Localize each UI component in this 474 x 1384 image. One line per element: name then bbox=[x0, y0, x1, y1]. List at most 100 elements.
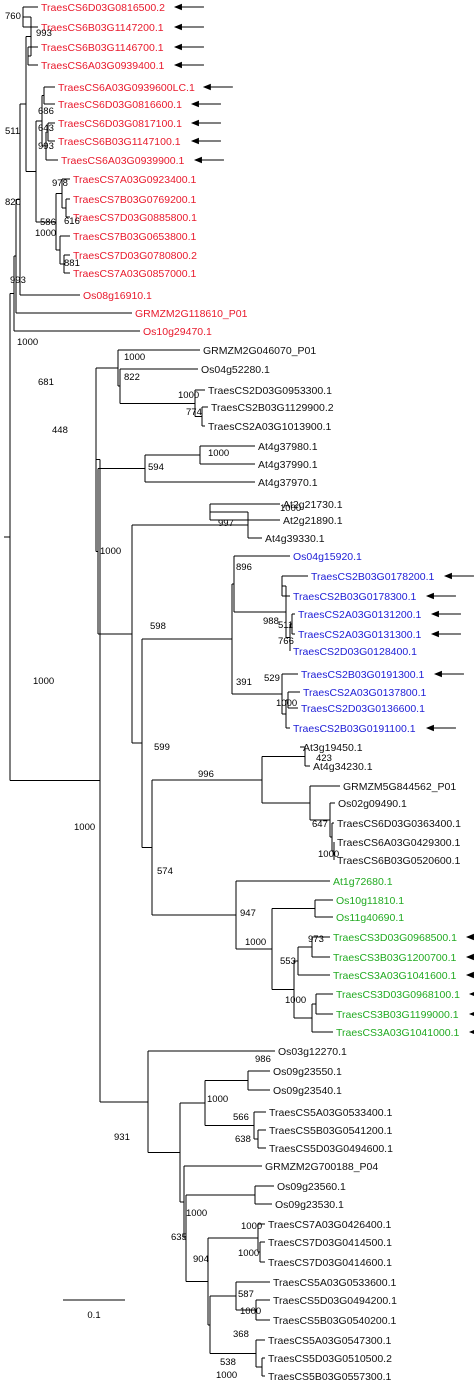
bootstrap-value: 538 bbox=[220, 1357, 236, 1368]
arrow-head-icon bbox=[465, 971, 474, 979]
leaf-label: TraesCS3B03G1199000.1 bbox=[336, 1009, 459, 1021]
arrow-head-icon bbox=[468, 1029, 474, 1035]
bootstrap-value: 643 bbox=[38, 123, 54, 134]
bootstrap-value: 586 bbox=[40, 217, 56, 228]
leaf-label: TraesCS2D03G0953300.1 bbox=[208, 385, 332, 397]
leaf-label: TraesCS3D03G0968100.1 bbox=[336, 989, 460, 1001]
leaf-label: TraesCS2D03G0128400.1 bbox=[293, 646, 417, 658]
leaf-label: TraesCS7A03G0857000.1 bbox=[73, 268, 197, 280]
bootstrap-value: 448 bbox=[52, 425, 68, 436]
arrow-head-icon bbox=[425, 592, 434, 600]
arrow-head-icon bbox=[433, 670, 442, 678]
leaf-label: TraesCS5A03G0533400.1 bbox=[269, 1107, 393, 1119]
bootstrap-value: 993 bbox=[10, 275, 26, 286]
leaf-label: TraesCS3A03G1041000.1 bbox=[336, 1027, 460, 1039]
leaf-label: TraesCS6B03G1146700.1 bbox=[41, 42, 164, 54]
bootstrap-value: 616 bbox=[64, 216, 80, 227]
leaf-label: TraesCS6D03G0817100.1 bbox=[58, 118, 182, 130]
bootstrap-value: 760 bbox=[5, 11, 21, 22]
leaf-label: TraesCS5A03G0547300.1 bbox=[268, 1335, 392, 1347]
bootstrap-value: 1000 bbox=[33, 676, 54, 687]
leaf-label: At2g21890.1 bbox=[283, 515, 343, 527]
bootstrap-value: 598 bbox=[150, 621, 166, 632]
arrow-head-icon bbox=[173, 61, 182, 69]
bootstrap-value: 1000 bbox=[241, 1221, 262, 1232]
leaf-label: TraesCS7A03G0426400.1 bbox=[268, 1219, 392, 1231]
leaf-label: TraesCS6A03G0429300.1 bbox=[337, 837, 461, 849]
bootstrap-value: 1000 bbox=[240, 1306, 261, 1317]
bootstrap-value: 647 bbox=[312, 819, 328, 830]
leaf-label: Os10g29470.1 bbox=[143, 326, 212, 338]
leaf-label: TraesCS2B03G0178200.1 bbox=[311, 571, 435, 583]
arrow-head-icon bbox=[202, 83, 211, 91]
leaf-label: At4g37990.1 bbox=[258, 459, 318, 471]
leaf-label: TraesCS2A03G0131200.1 bbox=[298, 609, 422, 621]
bootstrap-value: 1000 bbox=[186, 1208, 207, 1219]
bootstrap-value: 1000 bbox=[280, 503, 301, 514]
bootstrap-value: 391 bbox=[236, 677, 252, 688]
arrow-head-icon bbox=[465, 933, 474, 941]
leaf-label: TraesCS5B03G0541200.1 bbox=[269, 1125, 393, 1137]
leaf-label: Os09g23560.1 bbox=[277, 1181, 346, 1193]
leaf-label: TraesCS5D03G0494600.1 bbox=[269, 1143, 393, 1155]
bootstrap-value: 1000 bbox=[17, 337, 38, 348]
leaf-label: TraesCS5B03G0540200.1 bbox=[273, 1315, 397, 1327]
arrow-head-icon bbox=[190, 119, 199, 127]
leaf-label: TraesCS7B03G0653800.1 bbox=[73, 231, 197, 243]
bootstrap-value: 587 bbox=[238, 1289, 254, 1300]
arrow-markers bbox=[173, 3, 474, 1035]
leaf-label: Os04g15920.1 bbox=[293, 551, 362, 563]
bootstrap-value: 973 bbox=[308, 934, 324, 945]
bootstrap-value: 599 bbox=[154, 742, 170, 753]
leaf-label: GRMZM2G046070_P01 bbox=[203, 345, 316, 357]
scale-bar-label: 0.1 bbox=[87, 1310, 100, 1321]
bootstrap-value: 993 bbox=[38, 141, 54, 152]
bootstrap-value: 896 bbox=[236, 562, 252, 573]
leaf-label: GRMZM5G844562_P01 bbox=[343, 781, 456, 793]
bootstrap-value: 986 bbox=[255, 1054, 271, 1065]
bootstrap-value: 594 bbox=[148, 462, 164, 473]
bootstrap-value: 1000 bbox=[285, 995, 306, 1006]
leaf-label: At3g19450.1 bbox=[303, 742, 363, 754]
leaf-label: TraesCS2B03G0191100.1 bbox=[293, 723, 416, 735]
bootstrap-value: 1000 bbox=[100, 546, 121, 557]
bootstrap-value: 511 bbox=[278, 620, 293, 631]
leaf-label: TraesCS7D03G0414600.1 bbox=[268, 1257, 392, 1269]
bootstrap-value: 1000 bbox=[124, 352, 145, 363]
arrow-head-icon bbox=[465, 953, 474, 961]
bootstrap-value: 1000 bbox=[74, 822, 95, 833]
bootstrap-value: 511 bbox=[5, 126, 20, 137]
leaf-label: TraesCS6D03G0816500.2 bbox=[41, 2, 165, 14]
leaf-label: Os10g11810.1 bbox=[336, 895, 404, 907]
bootstrap-value: 881 bbox=[64, 258, 80, 269]
leaf-labels: TraesCS6D03G0816500.2 TraesCS6B03G1147200… bbox=[41, 2, 461, 1383]
leaf-label: At4g37980.1 bbox=[258, 441, 318, 453]
leaf-label: TraesCS6B03G1147100.1 bbox=[58, 136, 181, 148]
leaf-label: TraesCS6A03G0939900.1 bbox=[61, 155, 185, 167]
bootstrap-value: 822 bbox=[124, 372, 140, 383]
bootstrap-value: 638 bbox=[235, 1134, 251, 1145]
bootstrap-value: 904 bbox=[193, 1254, 209, 1265]
branch-lines bbox=[4, 6, 340, 1377]
leaf-label: TraesCS6A03G0939400.1 bbox=[41, 60, 165, 72]
leaf-label: TraesCS2B03G0191300.1 bbox=[301, 669, 425, 681]
leaf-label: TraesCS3A03G1041600.1 bbox=[333, 970, 457, 982]
leaf-label: At4g34230.1 bbox=[313, 761, 373, 773]
arrow-head-icon bbox=[190, 137, 199, 145]
bootstrap-value: 766 bbox=[278, 636, 294, 647]
leaf-label: TraesCS7A03G0923400.1 bbox=[73, 174, 197, 186]
leaf-label: At2g21730.1 bbox=[283, 499, 343, 511]
leaf-label: TraesCS6B03G0520600.1 bbox=[337, 855, 461, 867]
leaf-label: TraesCS2A03G0137800.1 bbox=[303, 687, 427, 699]
bootstrap-value: 993 bbox=[36, 28, 52, 39]
bootstrap-value: 423 bbox=[316, 753, 332, 764]
bootstrap-value: 529 bbox=[264, 673, 280, 684]
bootstrap-value: 1000 bbox=[178, 390, 199, 401]
bootstrap-value: 996 bbox=[198, 769, 214, 780]
leaf-label: At4g37970.1 bbox=[258, 477, 318, 489]
leaf-label: TraesCS2A03G0131300.1 bbox=[298, 629, 422, 641]
leaf-label: TraesCS3D03G0968500.1 bbox=[333, 932, 457, 944]
leaf-label: At1g72680.1 bbox=[333, 876, 393, 888]
